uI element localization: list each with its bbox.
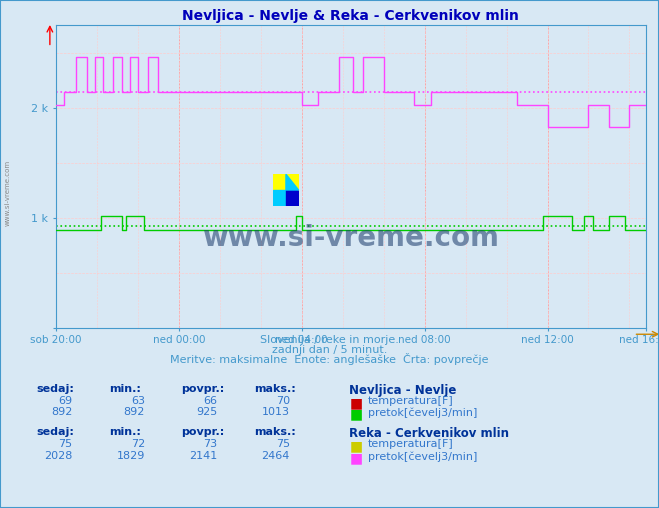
Text: ■: ■	[349, 396, 362, 410]
Bar	[286, 190, 299, 206]
Text: 73: 73	[204, 439, 217, 450]
Text: 2141: 2141	[189, 451, 217, 461]
Text: 2028: 2028	[44, 451, 72, 461]
Text: ■: ■	[349, 407, 362, 422]
Text: min.:: min.:	[109, 427, 140, 437]
Text: 1829: 1829	[117, 451, 145, 461]
Title: Nevljica - Nevlje & Reka - Cerkvenikov mlin: Nevljica - Nevlje & Reka - Cerkvenikov m…	[183, 9, 519, 23]
Text: temperatura[F]: temperatura[F]	[368, 439, 453, 450]
Text: zadnji dan / 5 minut.: zadnji dan / 5 minut.	[272, 345, 387, 355]
Text: Meritve: maksimalne  Enote: anglešaške  Črta: povprečje: Meritve: maksimalne Enote: anglešaške Čr…	[170, 353, 489, 365]
Text: 69: 69	[59, 396, 72, 406]
Bar	[286, 174, 299, 190]
Text: Reka - Cerkvenikov mlin: Reka - Cerkvenikov mlin	[349, 427, 509, 440]
Text: Slovenija / reke in morje.: Slovenija / reke in morje.	[260, 335, 399, 345]
Text: 66: 66	[204, 396, 217, 406]
Text: 70: 70	[276, 396, 290, 406]
Text: 63: 63	[131, 396, 145, 406]
Text: povpr.:: povpr.:	[181, 427, 225, 437]
Text: Nevljica - Nevlje: Nevljica - Nevlje	[349, 384, 457, 397]
Text: 925: 925	[196, 407, 217, 418]
Bar	[273, 190, 286, 206]
Bar	[273, 174, 286, 190]
Polygon shape	[286, 174, 299, 190]
Text: maks.:: maks.:	[254, 384, 295, 394]
Text: povpr.:: povpr.:	[181, 384, 225, 394]
Text: temperatura[F]: temperatura[F]	[368, 396, 453, 406]
Text: 892: 892	[124, 407, 145, 418]
Text: www.si-vreme.com: www.si-vreme.com	[5, 160, 11, 226]
Text: ■: ■	[349, 439, 362, 454]
Text: sedaj:: sedaj:	[36, 427, 74, 437]
Text: maks.:: maks.:	[254, 427, 295, 437]
Text: ■: ■	[349, 451, 362, 465]
Text: 2464: 2464	[262, 451, 290, 461]
Text: 72: 72	[130, 439, 145, 450]
Text: pretok[čevelj3/min]: pretok[čevelj3/min]	[368, 451, 477, 462]
Text: min.:: min.:	[109, 384, 140, 394]
Text: sedaj:: sedaj:	[36, 384, 74, 394]
Text: 1013: 1013	[262, 407, 290, 418]
Text: pretok[čevelj3/min]: pretok[čevelj3/min]	[368, 407, 477, 418]
Text: www.si-vreme.com: www.si-vreme.com	[202, 224, 500, 251]
Text: 892: 892	[51, 407, 72, 418]
Text: 75: 75	[276, 439, 290, 450]
Text: 75: 75	[59, 439, 72, 450]
Polygon shape	[286, 174, 299, 190]
